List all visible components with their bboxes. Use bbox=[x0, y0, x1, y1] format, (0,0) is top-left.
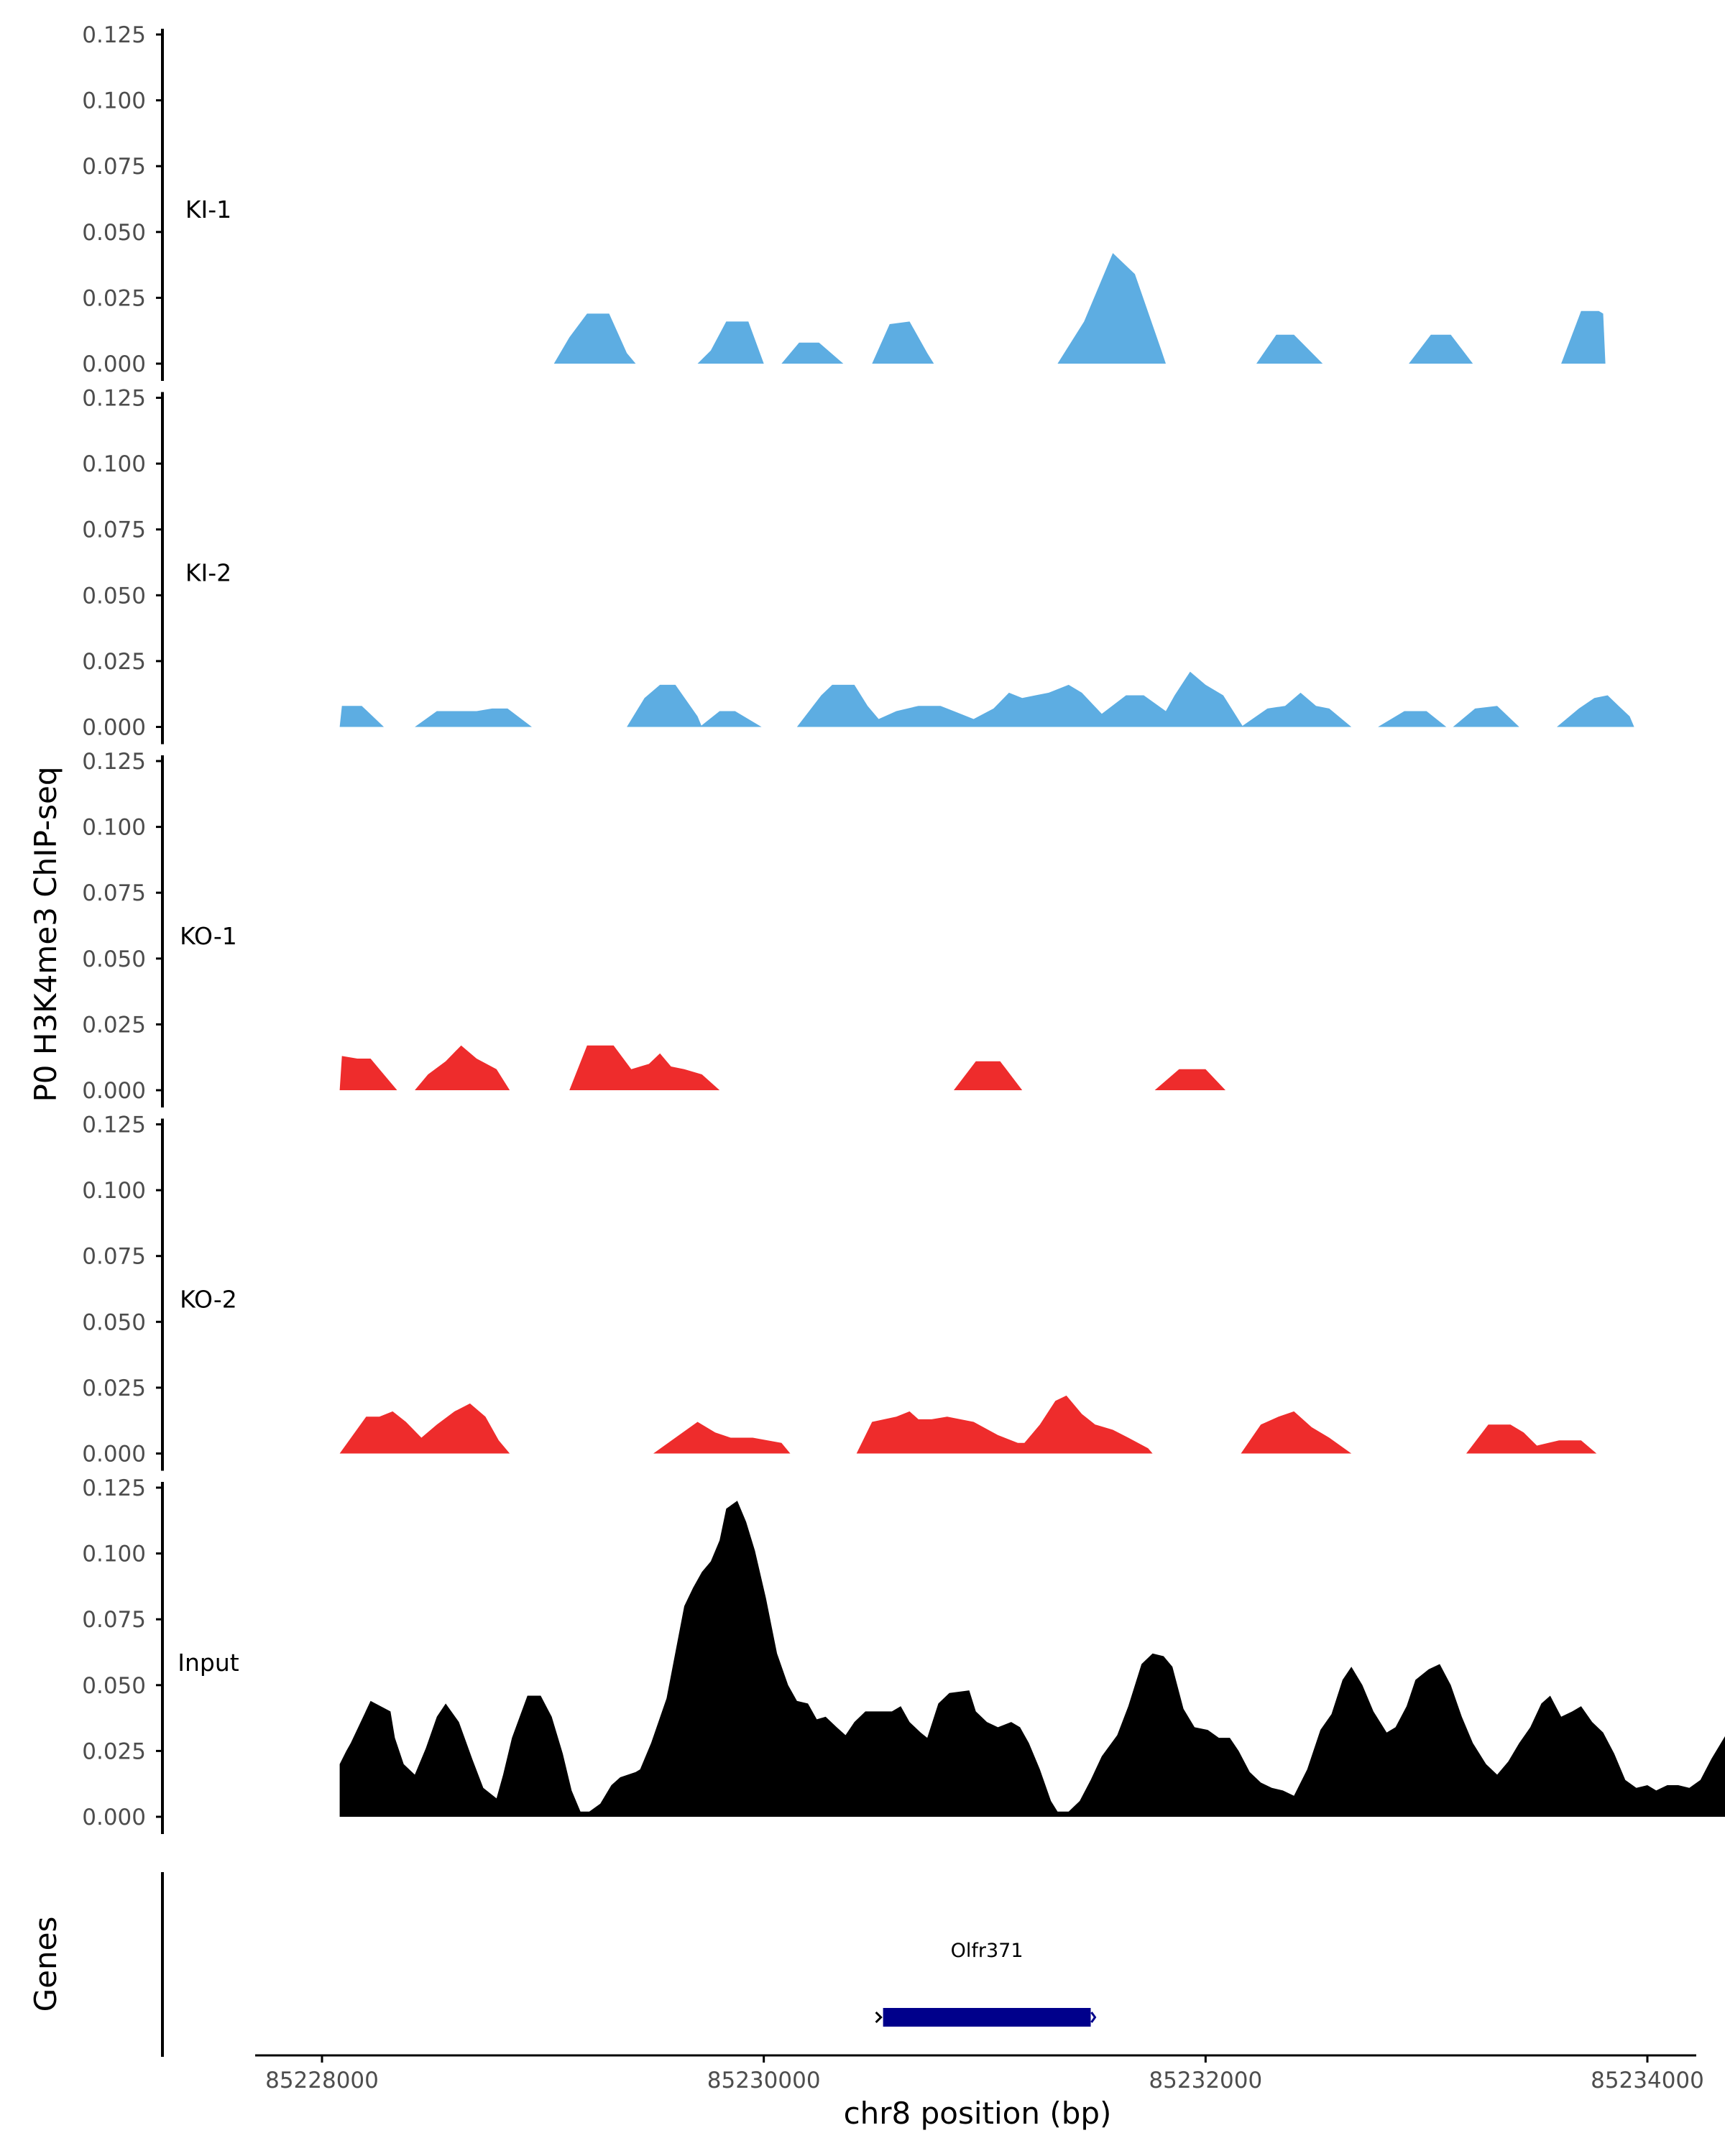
y-tick-label: 0.075 bbox=[82, 154, 146, 180]
y-tick-label: 0.100 bbox=[82, 88, 146, 114]
coverage-peak-ki-1 bbox=[553, 313, 636, 364]
coverage-peak-ki-1 bbox=[1256, 334, 1323, 364]
coverage-peak-ki-2 bbox=[699, 711, 762, 727]
x-axis-ticks: 85228000 85230000 85232000 85234000 bbox=[265, 2055, 1704, 2093]
track-label-ki-2: KI-2 bbox=[185, 559, 231, 587]
coverage-peak-ki-1 bbox=[872, 321, 934, 364]
y-tick-label: 0.100 bbox=[82, 1178, 146, 1204]
coverage-peak-ki-1 bbox=[1561, 310, 1606, 364]
y-tick-label: 0.125 bbox=[82, 1475, 146, 1501]
coverage-peak-ki-2 bbox=[1453, 706, 1519, 727]
y-tick-label: 0.025 bbox=[82, 649, 146, 675]
track-ko-2: 0.000 0.025 0.050 0.075 0.100 0.125 KO-2 bbox=[82, 1112, 1597, 1471]
gene-strand-arrow bbox=[875, 2011, 883, 2024]
coverage-peak-input bbox=[339, 1501, 1725, 1817]
coverage-peak-ki-2 bbox=[796, 671, 1243, 727]
gene-body bbox=[883, 2008, 1091, 2027]
y-tick-label: 0.025 bbox=[82, 1376, 146, 1401]
track-input: 0.000 0.025 0.050 0.075 0.100 0.125 Input bbox=[82, 1475, 1725, 1834]
coverage-peak-ki-2 bbox=[1378, 711, 1447, 727]
y-tick-label: 0.125 bbox=[82, 749, 146, 775]
gene-end-arrow bbox=[1090, 2012, 1097, 2023]
genes-panel: Genes Olfr371 bbox=[28, 1872, 1097, 2057]
y-tick-label: 0.025 bbox=[82, 285, 146, 311]
x-tick-label: 85234000 bbox=[1591, 2068, 1704, 2093]
track-label-ki-1: KI-1 bbox=[185, 195, 231, 224]
y-tick-label: 0.000 bbox=[82, 351, 146, 377]
x-axis-title: chr8 position (bp) bbox=[844, 2096, 1112, 2131]
coverage-peak-ki-1 bbox=[781, 342, 844, 364]
y-tick-label: 0.000 bbox=[82, 1805, 146, 1830]
coverage-peak-ko-2 bbox=[856, 1395, 1153, 1454]
y-tick-label: 0.000 bbox=[82, 1442, 146, 1468]
y-tick-label: 0.125 bbox=[82, 386, 146, 412]
track-ki-1: 0.000 0.025 0.050 0.075 0.100 0.125 KI-1 bbox=[82, 22, 1606, 381]
y-tick-label: 0.075 bbox=[82, 1607, 146, 1633]
y-tick-label: 0.050 bbox=[82, 1309, 146, 1335]
coverage-peak-ki-1 bbox=[697, 321, 764, 364]
y-tick-label: 0.000 bbox=[82, 1078, 146, 1104]
y-axis-title: P0 H3K4me3 ChIP-seq bbox=[28, 766, 63, 1102]
coverage-peak-ki-2 bbox=[1557, 695, 1634, 727]
coverage-peak-ki-2 bbox=[339, 706, 385, 727]
track-label-ko-1: KO-1 bbox=[180, 922, 237, 950]
y-tick-label: 0.075 bbox=[82, 880, 146, 906]
gene-olfr371: Olfr371 bbox=[875, 1940, 1097, 2027]
y-tick-label: 0.000 bbox=[82, 715, 146, 741]
y-tick-label: 0.075 bbox=[82, 517, 146, 543]
y-tick-label: 0.050 bbox=[82, 583, 146, 609]
coverage-peak-ko-1 bbox=[339, 1056, 397, 1090]
y-tick-label: 0.075 bbox=[82, 1244, 146, 1270]
track-label-ko-2: KO-2 bbox=[180, 1286, 237, 1314]
track-panels: 0.0000.0250.0500.0750.1000.125KI-10.0000… bbox=[82, 22, 1725, 1834]
coverage-peak-ko-1 bbox=[569, 1045, 720, 1090]
y-tick-label: 0.050 bbox=[82, 220, 146, 246]
coverage-peak-ki-2 bbox=[1241, 692, 1352, 727]
genes-panel-title: Genes bbox=[28, 1917, 63, 2012]
track-ki-2: 0.000 0.025 0.050 0.075 0.100 0.125 KI-2 bbox=[82, 386, 1634, 745]
y-tick-label: 0.100 bbox=[82, 815, 146, 841]
y-tick-label: 0.125 bbox=[82, 22, 146, 48]
gene-label: Olfr371 bbox=[951, 1940, 1024, 1962]
coverage-peak-ki-2 bbox=[627, 684, 702, 727]
x-tick-label: 85232000 bbox=[1149, 2068, 1262, 2093]
coverage-peak-ko-1 bbox=[1154, 1069, 1225, 1090]
coverage-peak-ko-1 bbox=[415, 1045, 510, 1090]
gene-items: Olfr371 bbox=[875, 1940, 1097, 2027]
track-label-input: Input bbox=[178, 1649, 239, 1677]
y-tick-label: 0.125 bbox=[82, 1112, 146, 1138]
y-tick-label: 0.100 bbox=[82, 1542, 146, 1567]
y-tick-label: 0.050 bbox=[82, 1673, 146, 1699]
y-tick-label: 0.025 bbox=[82, 1738, 146, 1764]
coverage-peak-ko-2 bbox=[1466, 1424, 1597, 1454]
coverage-peak-ko-2 bbox=[339, 1403, 510, 1454]
coverage-peak-ki-1 bbox=[1057, 253, 1166, 364]
y-tick-label: 0.025 bbox=[82, 1012, 146, 1038]
y-tick-label: 0.050 bbox=[82, 946, 146, 972]
y-tick-label: 0.100 bbox=[82, 451, 146, 477]
coverage-peak-ki-2 bbox=[415, 708, 532, 727]
coverage-peak-ko-1 bbox=[954, 1061, 1023, 1090]
x-tick-label: 85230000 bbox=[707, 2068, 821, 2093]
coverage-peak-ko-2 bbox=[1241, 1411, 1352, 1454]
coverage-peak-ki-1 bbox=[1409, 334, 1473, 364]
x-axis: 85228000 85230000 85232000 85234000 chr8 po… bbox=[255, 2054, 1704, 2131]
track-ko-1: 0.000 0.025 0.050 0.075 0.100 0.125 KO-1 bbox=[82, 749, 1225, 1107]
coverage-peak-ko-2 bbox=[653, 1422, 791, 1454]
x-tick-label: 85228000 bbox=[265, 2068, 379, 2093]
